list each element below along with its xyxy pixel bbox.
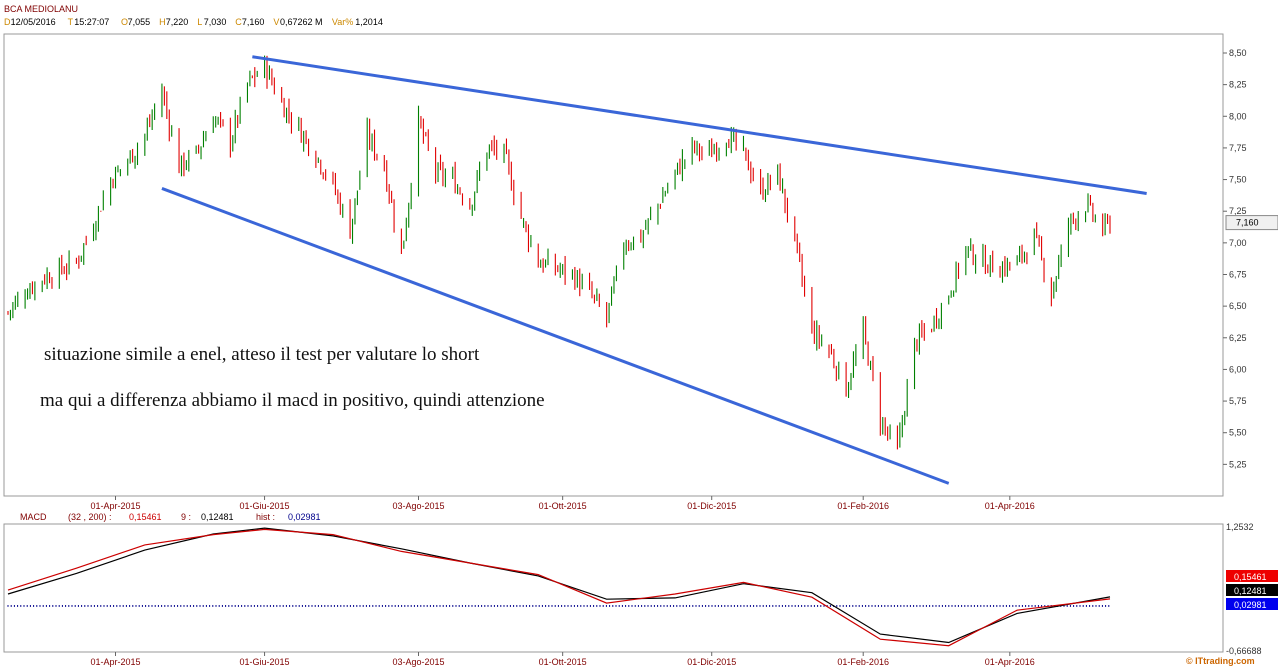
candlestick-series [7,55,1111,450]
readout-value-3: 7,220 [166,17,189,27]
macd-params: (32 , 200) : [68,512,112,522]
watermark: © ITtrading.com [1186,656,1255,666]
signal-badge-text: 0,12481 [1234,586,1267,596]
readout-key-2: O [121,17,128,27]
readout-key-6: V [273,17,279,27]
macd-title: MACD [20,512,47,522]
macd-series-macd [7,527,1111,644]
hist-badge-text: 0,02981 [1234,600,1267,610]
price-y-tick-label-9: 6,25 [1229,333,1247,343]
readout-key-7: Var% [332,17,353,27]
price-x-tick-label-5: 01-Feb-2016 [837,501,889,511]
readout-key-0: D [4,17,11,27]
price-y-tick-label-2: 8,00 [1229,111,1247,121]
macd-x-tick-label-4: 01-Dic-2015 [687,657,736,667]
macd-y-top-label: 1,2532 [1226,522,1254,532]
chart-header: BCA MEDIOLANU D 12/05/2016 T 15:27:07 O 7,055… [4,4,383,27]
last-price-badge: 7,160 [1225,215,1278,231]
hist-badge [1226,598,1278,610]
readout-value-1: 15:27:07 [74,17,109,27]
price-y-tick-label-0: 8,50 [1229,48,1247,58]
price-y-tick-label-6: 7,00 [1229,238,1247,248]
price-x-tick-label-1: 01-Giu-2015 [240,501,290,511]
price-x-axis: 01-Apr-2015 01-Giu-2015 03-Ago-2015 01-Ott-… [90,496,1035,511]
price-y-tick-label-13: 5,25 [1229,459,1247,469]
price-x-tick-label-6: 01-Apr-2016 [985,501,1035,511]
price-y-tick-label-5: 7,25 [1229,206,1247,216]
readout-key-5: C [235,17,242,27]
readout-value-2: 7,055 [128,17,151,27]
macd-x-tick-label-1: 01-Giu-2015 [240,657,290,667]
hist-label: hist : [256,512,275,522]
price-x-tick-label-0: 01-Apr-2015 [90,501,140,511]
price-y-axis: 8,50 8,25 8,00 7,75 7,50 7,25 7,00 6,75 6,50 6,25… [1223,48,1247,469]
macd-x-tick-label-0: 01-Apr-2015 [90,657,140,667]
readout-key-4: L [197,17,202,27]
trendline-0 [252,55,1147,195]
macd-value-badges: 0,15461 0,12481 0,02981 [1226,570,1278,610]
trendlines [161,55,1147,485]
macd-badge [1226,570,1278,582]
readout-value-5: 7,160 [242,17,265,27]
annotation-line-2: ma qui a differenza abbiamo il macd in p… [40,390,545,411]
readout-key-1: T [68,17,74,27]
price-x-tick-label-4: 01-Dic-2015 [687,501,736,511]
price-y-tick-label-12: 5,50 [1229,428,1247,438]
macd-x-tick-label-2: 03-Ago-2015 [392,657,444,667]
macd-badge-text: 0,15461 [1234,572,1267,582]
price-x-tick-label-3: 01-Ott-2015 [539,501,587,511]
price-x-tick-label-2: 03-Ago-2015 [392,501,444,511]
signal-badge [1226,584,1278,596]
annotation-line-1: situazione simile a enel, atteso il test… [44,344,480,365]
price-y-tick-label-3: 7,75 [1229,143,1247,153]
trendline-1 [161,187,950,485]
readout-value-0: 12/05/2016 [11,17,56,27]
price-y-tick-label-11: 5,75 [1229,396,1247,406]
signal-value: 0,12481 [201,512,234,522]
macd-y-bottom-label: -0,66688 [1226,646,1262,656]
readout-value-6: 0,67262 M [280,17,323,27]
macd-lines [7,527,1111,647]
macd-x-tick-label-5: 01-Feb-2016 [837,657,889,667]
signal-label: 9 : [181,512,191,522]
macd-legend: MACD (32 , 200) : 0,15461 9 : 0,12481 hi… [20,512,321,522]
chart-title: BCA MEDIOLANU [4,4,78,14]
ohlc-readout: D 12/05/2016 T 15:27:07 O 7,055 H 7,220 L 7,030 C 7… [4,17,383,27]
macd-histogram [7,605,1110,607]
price-panel [3,33,1224,497]
hist-value: 0,02981 [288,512,321,522]
last-price-label: 7,160 [1236,218,1259,228]
price-y-tick-label-1: 8,25 [1229,80,1247,90]
readout-key-3: H [159,17,166,27]
macd-x-tick-label-3: 01-Ott-2015 [539,657,587,667]
price-y-tick-label-8: 6,50 [1229,301,1247,311]
readout-value-4: 7,030 [204,17,227,27]
macd-value: 0,15461 [129,512,162,522]
macd-panel [3,523,1224,653]
macd-x-tick-label-6: 01-Apr-2016 [985,657,1035,667]
readout-value-7: 1,2014 [355,17,383,27]
price-y-tick-label-4: 7,50 [1229,175,1247,185]
price-y-tick-label-10: 6,00 [1229,364,1247,374]
macd-series-signal [7,528,1111,647]
macd-x-axis: 01-Apr-2015 01-Giu-2015 03-Ago-2015 01-Ott-… [90,652,1035,667]
price-y-tick-label-7: 6,75 [1229,269,1247,279]
